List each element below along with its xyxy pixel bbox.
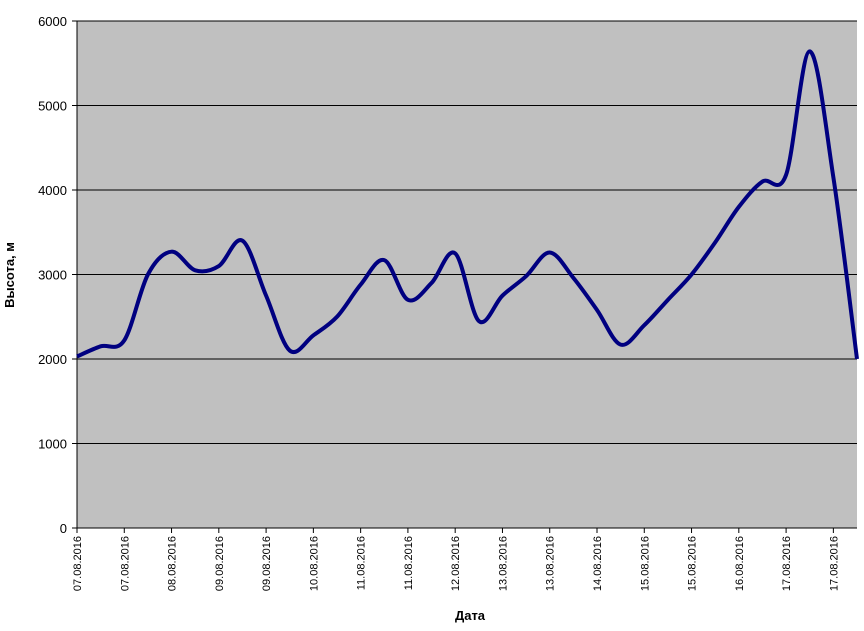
y-tick-label: 4000 <box>38 183 67 198</box>
y-tick-label: 6000 <box>38 14 67 29</box>
x-tick-label: 17.08.2016 <box>781 536 793 591</box>
y-tick-label: 3000 <box>38 268 67 283</box>
x-tick-label: 09.08.2016 <box>214 536 226 591</box>
x-tick-label: 13.08.2016 <box>545 536 557 591</box>
y-tick-label: 5000 <box>38 99 67 114</box>
y-tick-label: 0 <box>60 521 67 536</box>
x-tick-label: 10.08.2016 <box>308 536 320 591</box>
x-tick-label: 17.08.2016 <box>828 536 840 591</box>
y-tick-label: 1000 <box>38 437 67 452</box>
x-axis-title: Дата <box>455 608 486 623</box>
x-tick-label: 11.08.2016 <box>403 536 415 590</box>
x-tick-label: 08.08.2016 <box>167 536 179 591</box>
y-tick-label: 2000 <box>38 352 67 367</box>
x-tick-label: 14.08.2016 <box>592 536 604 591</box>
x-tick-label: 15.08.2016 <box>639 536 651 591</box>
data-line <box>76 49 859 360</box>
x-tick-label: 12.08.2016 <box>450 536 462 591</box>
x-tick-label: 07.08.2016 <box>119 536 131 591</box>
x-tick-label: 09.08.2016 <box>261 536 273 591</box>
x-tick-label: 16.08.2016 <box>734 536 746 591</box>
x-tick-label: 11.08.2016 <box>356 536 368 590</box>
x-tick-label: 07.08.2016 <box>72 536 84 591</box>
y-axis-title: Высота, м <box>2 242 17 308</box>
x-tick-label: 13.08.2016 <box>497 536 509 591</box>
x-tick-label: 15.08.2016 <box>687 536 699 591</box>
